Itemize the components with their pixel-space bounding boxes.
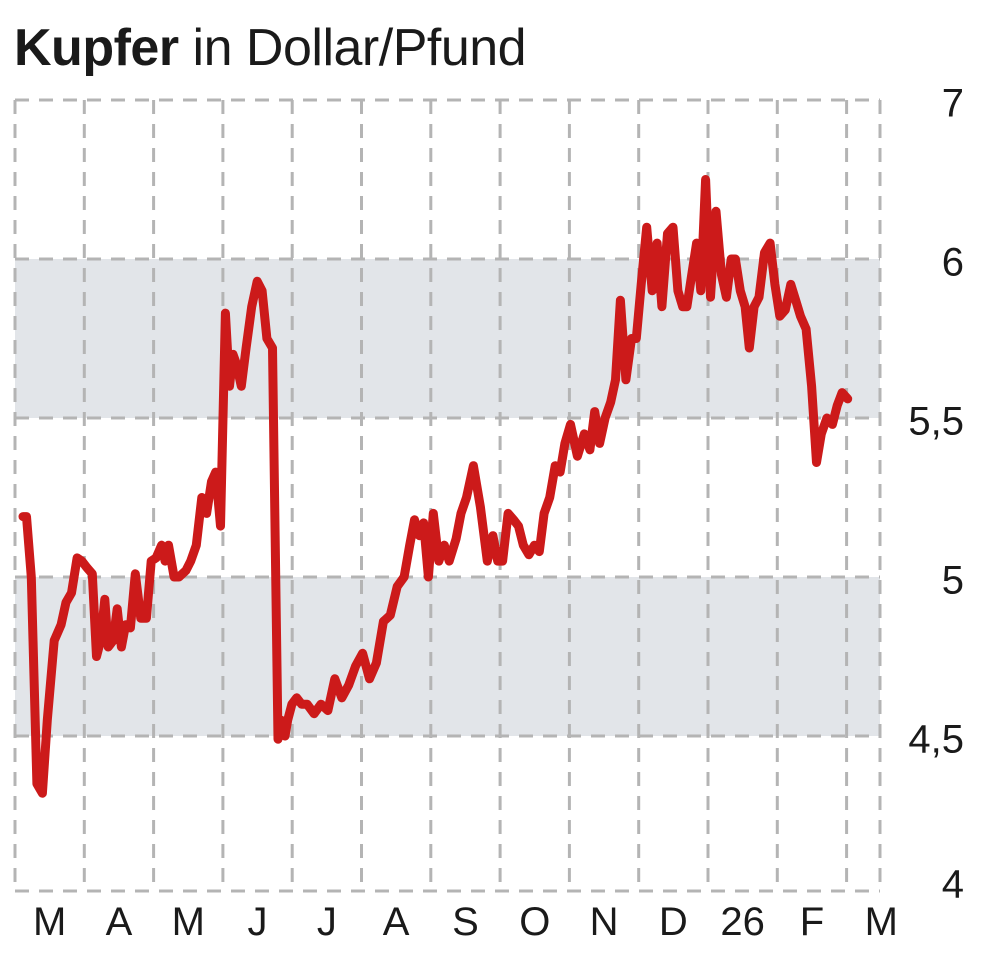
x-tick-label: O xyxy=(519,900,551,944)
y-tick-label: 7 xyxy=(941,81,964,126)
gridlines xyxy=(13,98,882,893)
y-tick-label: 6 xyxy=(941,240,964,285)
x-tick-label: A xyxy=(105,900,133,944)
chart-title-unit: in Dollar/Pfund xyxy=(192,19,527,77)
x-tick-label: M xyxy=(32,900,67,944)
x-tick-label: M xyxy=(864,900,898,944)
y-tick-label: 5,5 xyxy=(908,399,964,444)
y-tick-label: 4,5 xyxy=(908,717,964,762)
x-tick-label: F xyxy=(799,900,825,944)
chart-title-metal: Kupfer xyxy=(14,19,179,77)
x-tick-label: D xyxy=(658,900,688,944)
y-tick-label: 5 xyxy=(941,558,964,603)
x-tick-label: J xyxy=(316,900,337,944)
x-tick-label: 26 xyxy=(720,900,765,944)
shaded-band xyxy=(15,577,880,736)
x-tick-label: S xyxy=(452,900,479,944)
copper-price-line xyxy=(18,175,853,798)
chart-title: Kupfer in Dollar/Pfund xyxy=(14,18,527,78)
x-tick-label: M xyxy=(171,900,205,944)
y-tick-label: 4 xyxy=(941,862,964,907)
x-tick-label: J xyxy=(247,900,268,944)
x-tick-label: A xyxy=(382,900,410,944)
x-tick-label: N xyxy=(589,900,619,944)
